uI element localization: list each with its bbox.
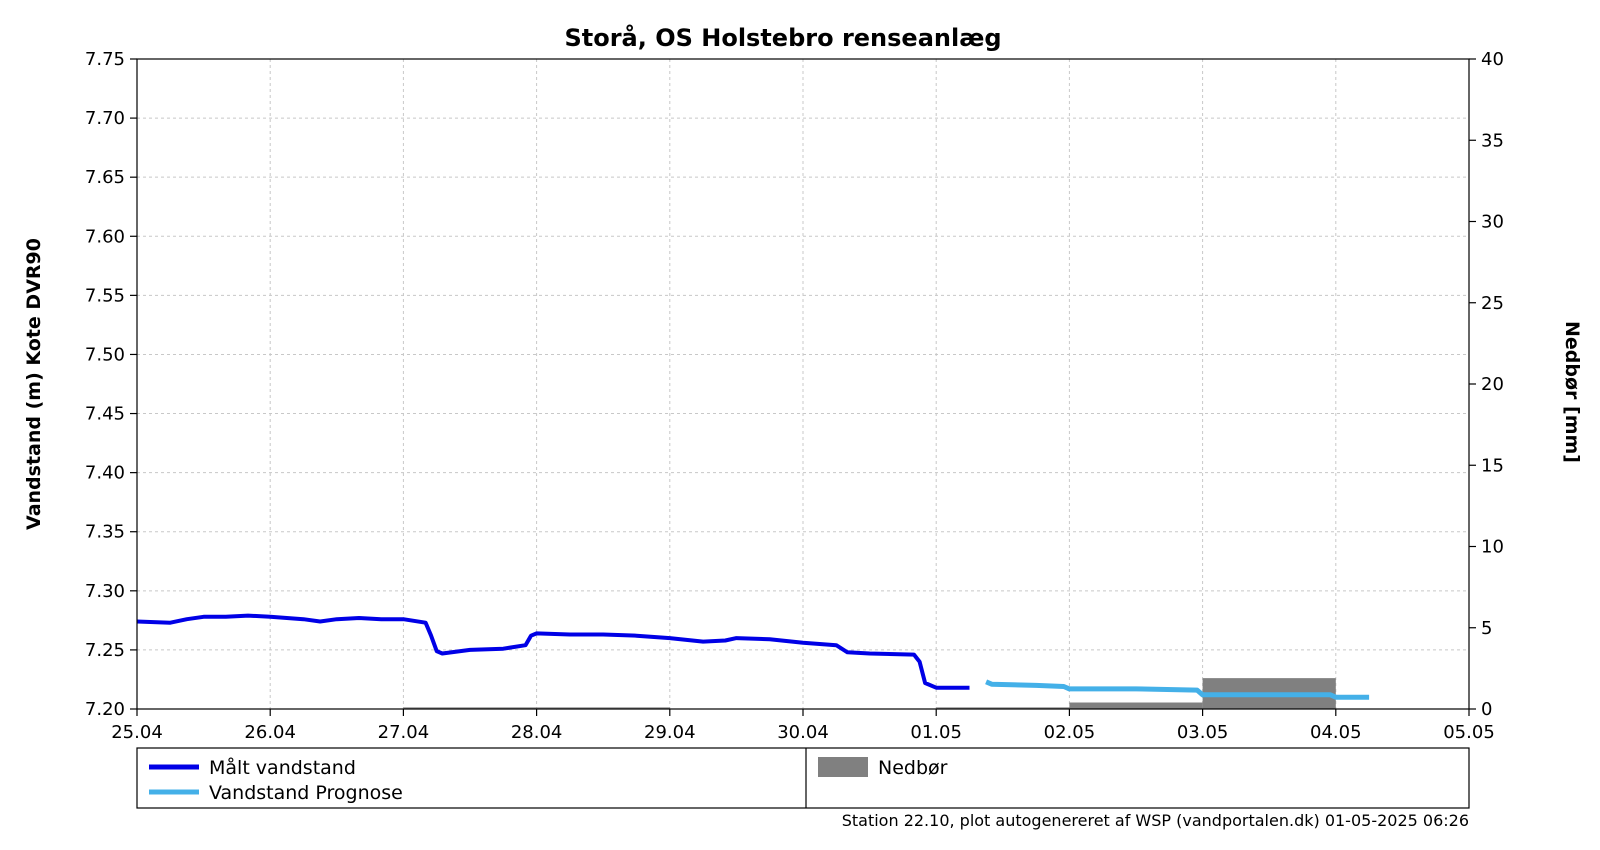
legend: Målt vandstand Vandstand Prognose Nedbør [136,747,1470,809]
precip-bars [403,678,1336,709]
x-tick-label: 05.05 [1443,722,1495,743]
y-tick-label: 7.20 [85,699,125,720]
legend-box [136,747,1470,809]
grid [137,59,1469,709]
y-tick-label: 7.60 [85,226,125,247]
y-axis-right: 0 5 10 15 20 25 30 35 40 [1469,49,1504,720]
y-tick-label: 7.35 [85,522,125,543]
x-tick-label: 29.04 [644,722,696,743]
precip-bar [1069,702,1203,709]
legend-label: Nedbør [878,757,948,779]
y2-tick-label: 15 [1481,455,1504,476]
x-axis: 25.04 26.04 27.04 28.04 29.04 30.04 01.05 02.05… [111,709,1495,743]
y2-tick-label: 20 [1481,374,1504,395]
x-tick-label: 30.04 [777,722,829,743]
y2-tick-label: 40 [1481,49,1504,70]
x-tick-label: 04.05 [1310,722,1362,743]
y-tick-label: 7.30 [85,581,125,602]
series-line-measured [136,613,970,690]
x-tick-label: 28.04 [511,722,563,743]
y2-tick-label: 5 [1481,618,1492,639]
x-tick-label: 02.05 [1044,722,1096,743]
y-tick-label: 7.55 [85,285,125,306]
x-tick-label: 26.04 [244,722,296,743]
precip-bar [403,707,670,709]
legend-label: Målt vandstand [209,756,356,779]
x-tick-label: 27.04 [378,722,430,743]
legend-label: Vandstand Prognose [209,782,403,804]
y-axis-label: Vandstand (m) Kote DVR90 [23,238,45,530]
series-line-forecast [985,679,1370,700]
x-tick-label: 01.05 [910,722,962,743]
y2-tick-label: 35 [1481,130,1504,151]
y-axis-left: 7.20 7.25 7.30 7.35 7.40 7.45 7.50 7.55 7.60 7.65… [85,49,137,720]
y-tick-label: 7.70 [85,108,125,129]
x-tick-label: 03.05 [1177,722,1229,743]
footer-text: Station 22.10, plot autogenereret af WSP… [842,811,1469,830]
y-tick-label: 7.50 [85,344,125,365]
chart-title: Storå, OS Holstebro renseanlæg [564,23,1001,52]
y2-tick-label: 10 [1481,537,1504,558]
y-tick-label: 7.65 [85,167,125,188]
y-tick-label: 7.45 [85,404,125,425]
y2-tick-label: 30 [1481,212,1504,233]
precip-bar [936,707,1070,709]
x-tick-label: 25.04 [111,722,163,743]
y2-tick-label: 0 [1481,699,1492,720]
y-tick-label: 7.75 [85,49,125,70]
y-tick-label: 7.25 [85,640,125,661]
legend-swatch [818,757,868,777]
series-lines [136,613,1370,700]
y2-tick-label: 25 [1481,293,1504,314]
y2-axis-label: Nedbør [mm] [1561,321,1583,463]
y-tick-label: 7.40 [85,463,125,484]
